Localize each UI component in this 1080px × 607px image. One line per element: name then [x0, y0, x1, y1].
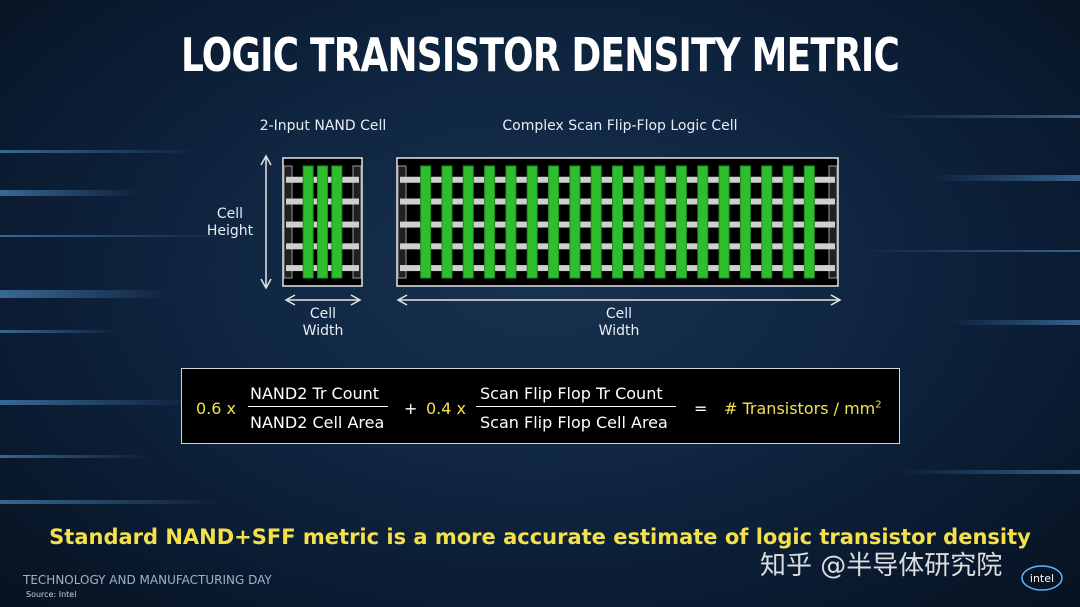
intel-logo: intel: [1021, 565, 1063, 591]
sff-cell-gate: [675, 165, 687, 279]
nand-width-arrow: [284, 294, 362, 306]
event-name: TECHNOLOGY AND MANUFACTURING DAY: [23, 573, 272, 587]
nand-cell-gate: [331, 165, 343, 279]
nand-fraction-line: [248, 406, 388, 407]
sff-cell-gate: [718, 165, 730, 279]
sff-cell-gate: [654, 165, 666, 279]
svg-text:intel: intel: [1030, 572, 1054, 585]
cell-height-label: Cell Height: [206, 206, 254, 239]
sff-cell-gate: [739, 165, 751, 279]
plus-sign: +: [404, 399, 418, 418]
sff-cell-gate: [803, 165, 815, 279]
sff-cell-title: Complex Scan Flip-Flop Logic Cell: [502, 118, 738, 134]
sff-cell-gate: [420, 165, 432, 279]
sff-width-arrow: [396, 294, 842, 306]
sff-cell-gate: [761, 165, 773, 279]
sff-cell-width-label: Cell Width: [598, 306, 640, 339]
watermark: 知乎 @半导体研究院: [760, 551, 1003, 581]
sff-cell-gate: [441, 165, 453, 279]
sff-cell-gate: [548, 165, 560, 279]
sff-coefficient: 0.4 x: [426, 399, 466, 418]
nand-coefficient: 0.6 x: [196, 399, 236, 418]
sff-cell-gate: [569, 165, 581, 279]
sff-cell: [396, 157, 839, 287]
nand-denominator: NAND2 Cell Area: [250, 413, 385, 432]
nand-cell: [282, 157, 363, 287]
sff-cell-gate: [697, 165, 709, 279]
sff-cell-gate: [526, 165, 538, 279]
nand-cell-width-label: Cell Width: [302, 306, 344, 339]
sff-numerator: Scan Flip Flop Tr Count: [480, 384, 663, 403]
sff-fraction-line: [476, 406, 676, 407]
formula-result: # Transistors / mm2: [724, 399, 882, 418]
sff-denominator: Scan Flip Flop Cell Area: [480, 413, 668, 432]
sff-cell-gate: [612, 165, 623, 279]
sff-cell-gate: [590, 165, 602, 279]
equals-sign: =: [694, 399, 708, 418]
summary-statement: Standard NAND+SFF metric is a more accur…: [49, 525, 1031, 549]
cell-height-arrow: [260, 154, 272, 290]
sff-cell-gate: [633, 165, 645, 279]
nand-cell-gate: [317, 165, 328, 279]
nand-cell-title: 2-Input NAND Cell: [259, 118, 387, 134]
nand-numerator: NAND2 Tr Count: [250, 384, 380, 403]
source-note: Source: Intel: [26, 590, 77, 599]
sff-cell-gate: [484, 165, 496, 279]
sff-cell-gate: [505, 165, 517, 279]
slide-title: LOGIC TRANSISTOR DENSITY METRIC: [180, 28, 900, 82]
nand-cell-gate: [302, 165, 314, 279]
sff-cell-gate: [782, 165, 794, 279]
sff-cell-gate: [462, 165, 474, 279]
formula-box: 0.6 x NAND2 Tr Count NAND2 Cell Area + 0…: [181, 368, 900, 444]
